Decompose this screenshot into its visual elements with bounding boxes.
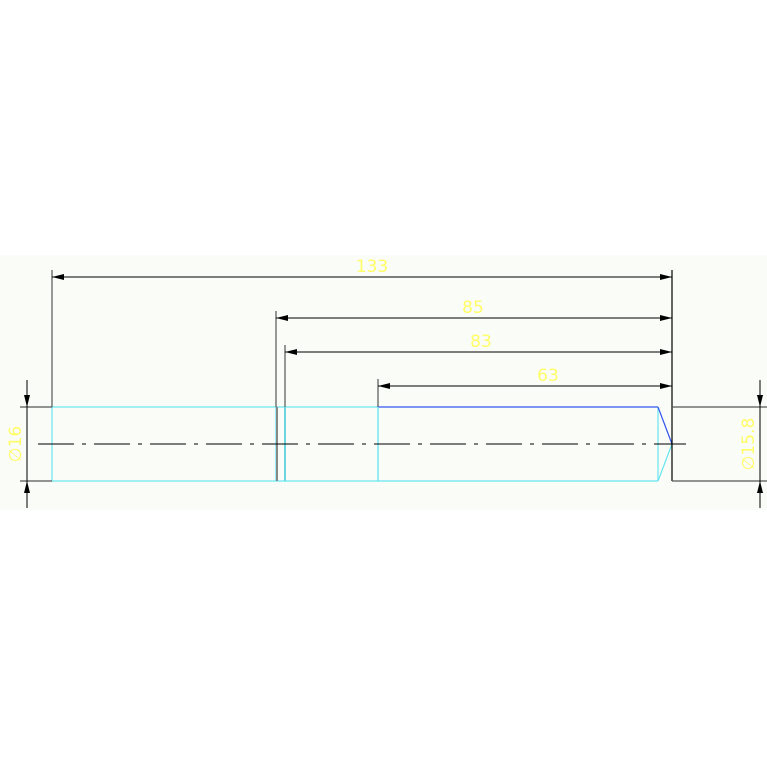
dim-text-83: 83 bbox=[470, 332, 492, 352]
dim-text-diameter-16: ∅16 bbox=[6, 426, 26, 462]
drawing-area bbox=[0, 255, 767, 510]
extension-lines bbox=[20, 270, 767, 482]
chamfer-top bbox=[657, 406, 673, 445]
chamfer-bottom bbox=[657, 443, 673, 482]
dim-text-63: 63 bbox=[537, 366, 559, 386]
dim-text-diameter-15-8: ∅15.8 bbox=[739, 418, 759, 471]
dim-text-85: 85 bbox=[462, 298, 484, 318]
dim-text-133: 133 bbox=[356, 257, 388, 277]
